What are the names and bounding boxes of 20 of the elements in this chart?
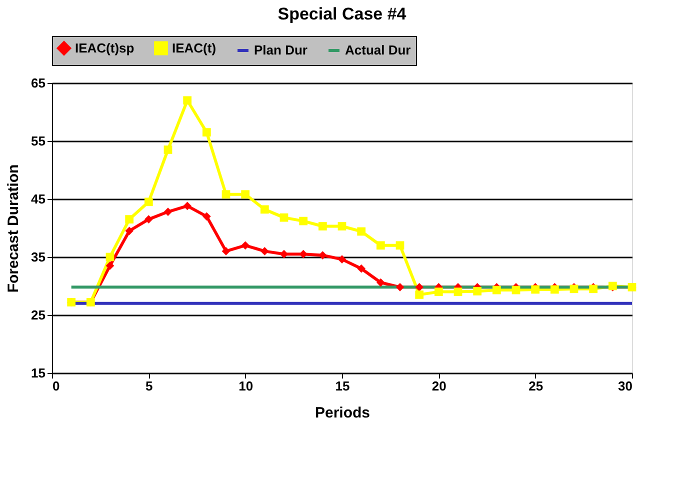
x-tick-label: 0 <box>52 378 60 394</box>
x-tick-label: 25 <box>528 378 544 394</box>
y-tick-label: 15 <box>31 366 46 380</box>
x-tick-label: 15 <box>335 378 350 394</box>
y-axis-title: Forecast Duration <box>5 164 22 293</box>
x-tick-label: 20 <box>432 378 446 394</box>
x-tick-label: 10 <box>238 378 254 394</box>
y-tick-label: 55 <box>31 134 46 148</box>
x-tick-label: 5 <box>146 378 153 394</box>
y-tick-label: 65 <box>31 76 46 90</box>
x-axis-title: Periods <box>314 404 370 422</box>
chart-title: Special Case #4 <box>278 4 407 24</box>
y-tick-label: 45 <box>31 192 46 206</box>
legend-label: IEAC(t) <box>172 40 216 56</box>
y-tick-label: 25 <box>31 308 46 322</box>
legend-label: Actual Dur <box>345 42 411 58</box>
x-tick-label: 30 <box>618 378 632 394</box>
legend-label: IEAC(t)sp <box>75 40 134 56</box>
legend-label: Plan Dur <box>254 42 308 58</box>
y-tick-label: 35 <box>31 250 46 264</box>
